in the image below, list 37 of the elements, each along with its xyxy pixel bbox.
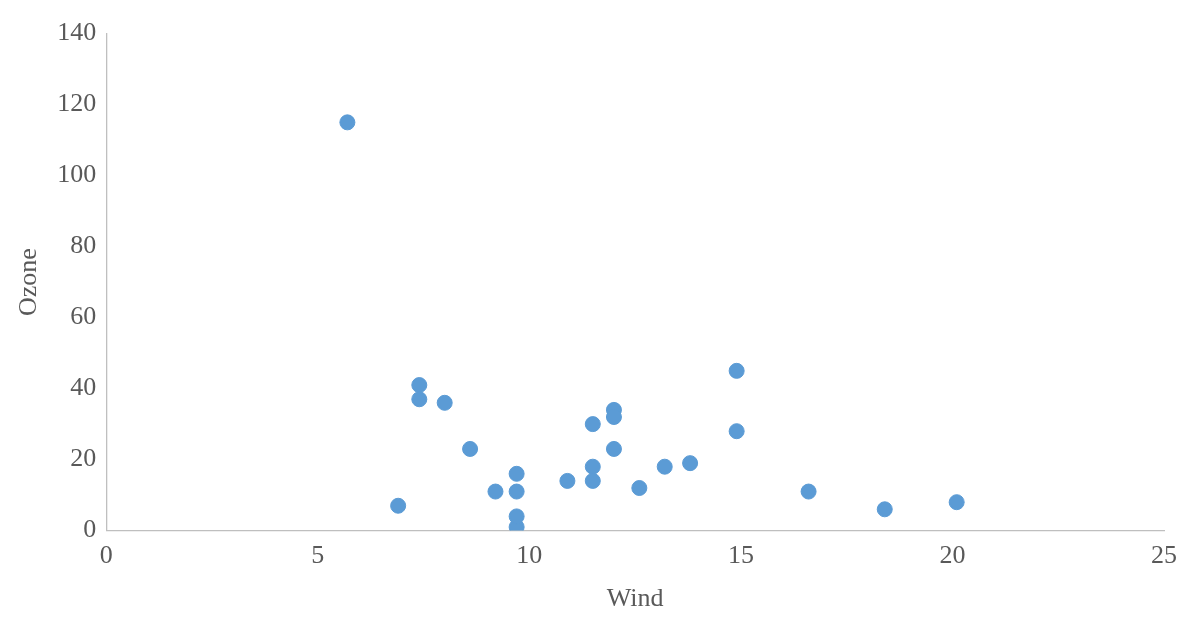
y-tick-label: 140 (57, 17, 97, 47)
x-axis-title: Wind (606, 583, 664, 613)
y-tick-label: 100 (57, 159, 97, 189)
x-tick-label: 25 (1151, 540, 1177, 570)
point (411, 377, 428, 394)
point (411, 391, 428, 408)
point (656, 458, 673, 475)
y-tick-label: 60 (70, 301, 97, 331)
y-tick-label: 0 (83, 514, 97, 544)
x-tick-label: 5 (311, 540, 325, 570)
point (631, 480, 648, 496)
point (605, 440, 622, 457)
point (508, 465, 525, 482)
x-tick-label: 15 (727, 540, 754, 570)
point (559, 472, 576, 489)
point (682, 455, 699, 472)
point (584, 416, 601, 433)
point (462, 440, 479, 457)
y-tick-label: 40 (70, 372, 97, 402)
point (390, 497, 407, 514)
point (508, 483, 525, 500)
x-tick-label: 20 (939, 540, 966, 570)
y-axis-title: Ozone (13, 248, 43, 317)
point (800, 483, 817, 500)
point (487, 483, 504, 500)
point (339, 114, 356, 131)
y-tick-label: 120 (57, 88, 97, 118)
point (728, 423, 745, 440)
point (728, 362, 745, 379)
point (584, 472, 601, 489)
point (876, 501, 893, 518)
x-tick-label: 10 (516, 540, 543, 570)
point (584, 458, 601, 475)
point (948, 494, 965, 511)
y-tick-label: 20 (70, 443, 97, 473)
point (436, 394, 453, 411)
y-tick-label: 80 (70, 230, 97, 260)
